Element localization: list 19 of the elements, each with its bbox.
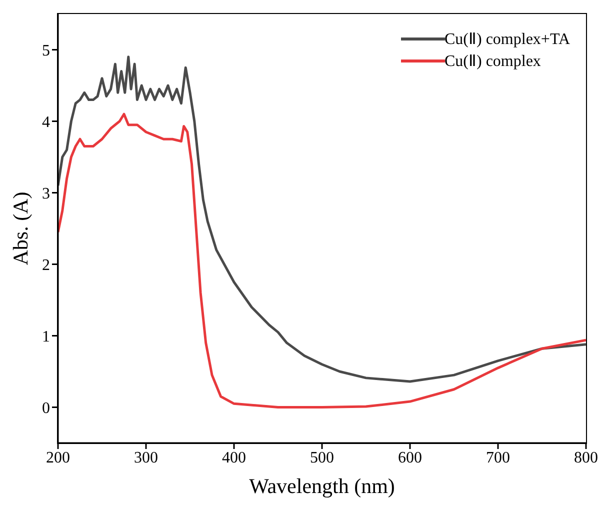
line-series — [58, 112, 586, 408]
legend-label: Cu(Ⅱ) complex — [444, 52, 541, 71]
y-tick-label: 3 — [42, 185, 50, 202]
x-tick-label: 600 — [398, 449, 422, 466]
legend-label: Cu(Ⅱ) complex+TA — [444, 30, 570, 49]
x-tick-label: 400 — [222, 449, 246, 466]
x-tick-label: 200 — [46, 449, 70, 466]
y-axis-title: Abs. (A) — [8, 192, 32, 266]
x-tick-label: 700 — [486, 449, 510, 466]
y-tick-label: 0 — [42, 400, 50, 417]
y-tick-label: 1 — [42, 328, 50, 346]
y-tick-label: 5 — [42, 42, 50, 60]
x-axis-title: Wavelength (nm) — [249, 474, 395, 498]
y-tick-label: 2 — [42, 256, 50, 274]
line-series — [58, 56, 586, 383]
y-tick-label: 4 — [42, 114, 50, 131]
x-tick-label: 800 — [574, 449, 598, 466]
x-tick-label: 300 — [134, 449, 158, 466]
x-tick-label: 500 — [310, 449, 334, 466]
